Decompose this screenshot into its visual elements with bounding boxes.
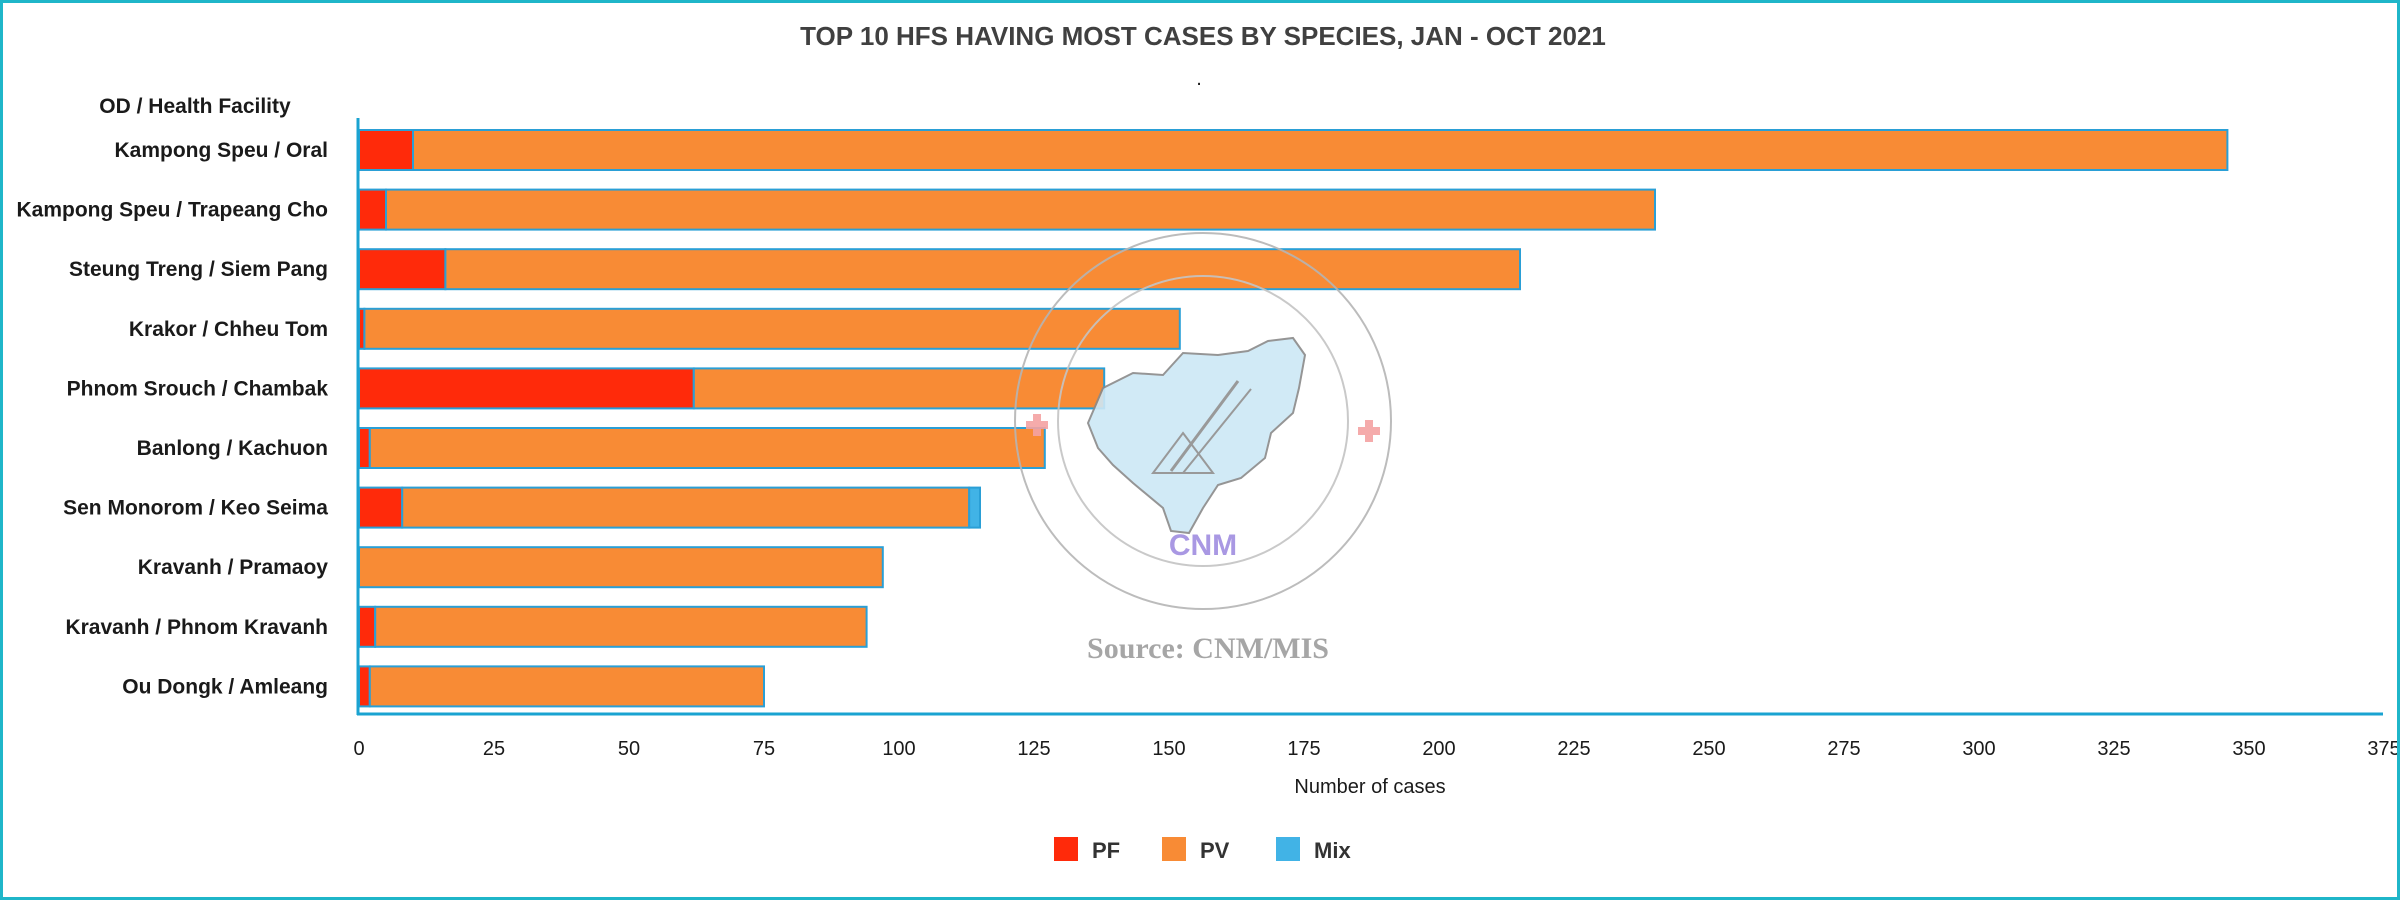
category-label: Phnom Srouch / Chambak	[67, 377, 329, 400]
x-tick-label: 250	[1692, 738, 1725, 760]
bar-segment-pv	[401, 486, 971, 529]
x-tick-label: 375	[2367, 738, 2397, 760]
bar-segment-pf	[358, 367, 695, 410]
bar-segment-pv	[363, 307, 1181, 350]
category-label: Kampong Speu / Oral	[114, 139, 328, 162]
bar-segment-pf	[358, 129, 414, 171]
legend-swatch-pf	[1054, 837, 1078, 861]
bar-segment-mix	[968, 486, 982, 529]
watermark-logo: CNM	[1014, 232, 1392, 610]
bar-segment-pf	[358, 665, 371, 708]
legend-label-pf: PF	[1092, 838, 1120, 863]
x-tick-label: 75	[753, 738, 775, 760]
bar-segment-pv	[374, 605, 868, 648]
y-axis-title: OD / Health Facility	[99, 95, 291, 118]
bar-segment-pv	[444, 248, 1521, 291]
category-label: Steung Treng / Siem Pang	[69, 258, 328, 281]
bar-segment-pv	[692, 367, 1106, 410]
x-axis-ticks: 0 25 50 75 100 125 150 175 200 225 250 275 300 325 350…	[353, 738, 2397, 760]
category-labels: Kampong Speu / Oral Kampong Speu / Trapea…	[16, 139, 328, 698]
bar-segment-pv	[368, 427, 1046, 469]
bar-segment-pf	[358, 605, 377, 648]
bar-segment-pf	[358, 486, 404, 529]
x-tick-label: 150	[1152, 738, 1185, 760]
bar-segment-pv	[358, 546, 884, 589]
category-label: Krakor / Chheu Tom	[129, 318, 328, 341]
bar-segment-pf	[358, 188, 387, 231]
x-tick-label: 175	[1287, 738, 1320, 760]
category-label: Kravanh / Phnom Kravanh	[65, 616, 328, 639]
legend: PF PV Mix	[1054, 837, 1351, 863]
legend-label-pv: PV	[1200, 838, 1230, 863]
legend-swatch-pv	[1162, 837, 1186, 861]
chart-title: TOP 10 HFS HAVING MOST CASES BY SPECIES,…	[800, 21, 1606, 51]
x-tick-label: 0	[353, 738, 364, 760]
watermark-logo-text: CNM	[1169, 529, 1237, 562]
category-label: Kravanh / Pramaoy	[138, 556, 329, 579]
x-tick-label: 275	[1827, 738, 1860, 760]
category-label: Banlong / Kachuon	[137, 437, 328, 460]
bars-layer	[358, 129, 2229, 708]
bar-segment-pf	[358, 427, 371, 469]
x-tick-label: 100	[882, 738, 915, 760]
x-tick-label: 225	[1557, 738, 1590, 760]
x-tick-label: 50	[618, 738, 640, 760]
x-tick-label: 325	[2097, 738, 2130, 760]
x-tick-label: 25	[483, 738, 505, 760]
chart-subtitle: .	[1196, 68, 1202, 90]
bar-segment-pv	[368, 665, 765, 708]
bar-segment-pv	[412, 129, 2229, 171]
category-label: Sen Monorom / Keo Seima	[63, 497, 328, 520]
x-tick-label: 125	[1017, 738, 1050, 760]
legend-swatch-mix	[1276, 837, 1300, 861]
x-tick-label: 300	[1962, 738, 1995, 760]
bar-segment-pv	[385, 188, 1656, 231]
legend-label-mix: Mix	[1314, 838, 1351, 863]
bar-segment-pf	[358, 248, 447, 291]
category-label: Kampong Speu / Trapeang Cho	[16, 199, 328, 222]
category-label: Ou Dongk / Amleang	[122, 675, 328, 698]
x-tick-label: 200	[1422, 738, 1455, 760]
watermark-source: Source: CNM/MIS	[1087, 632, 1329, 665]
x-axis-title: Number of cases	[1294, 776, 1445, 798]
chart-svg: TOP 10 HFS HAVING MOST CASES BY SPECIES,…	[16, 21, 2397, 863]
x-tick-label: 350	[2232, 738, 2265, 760]
